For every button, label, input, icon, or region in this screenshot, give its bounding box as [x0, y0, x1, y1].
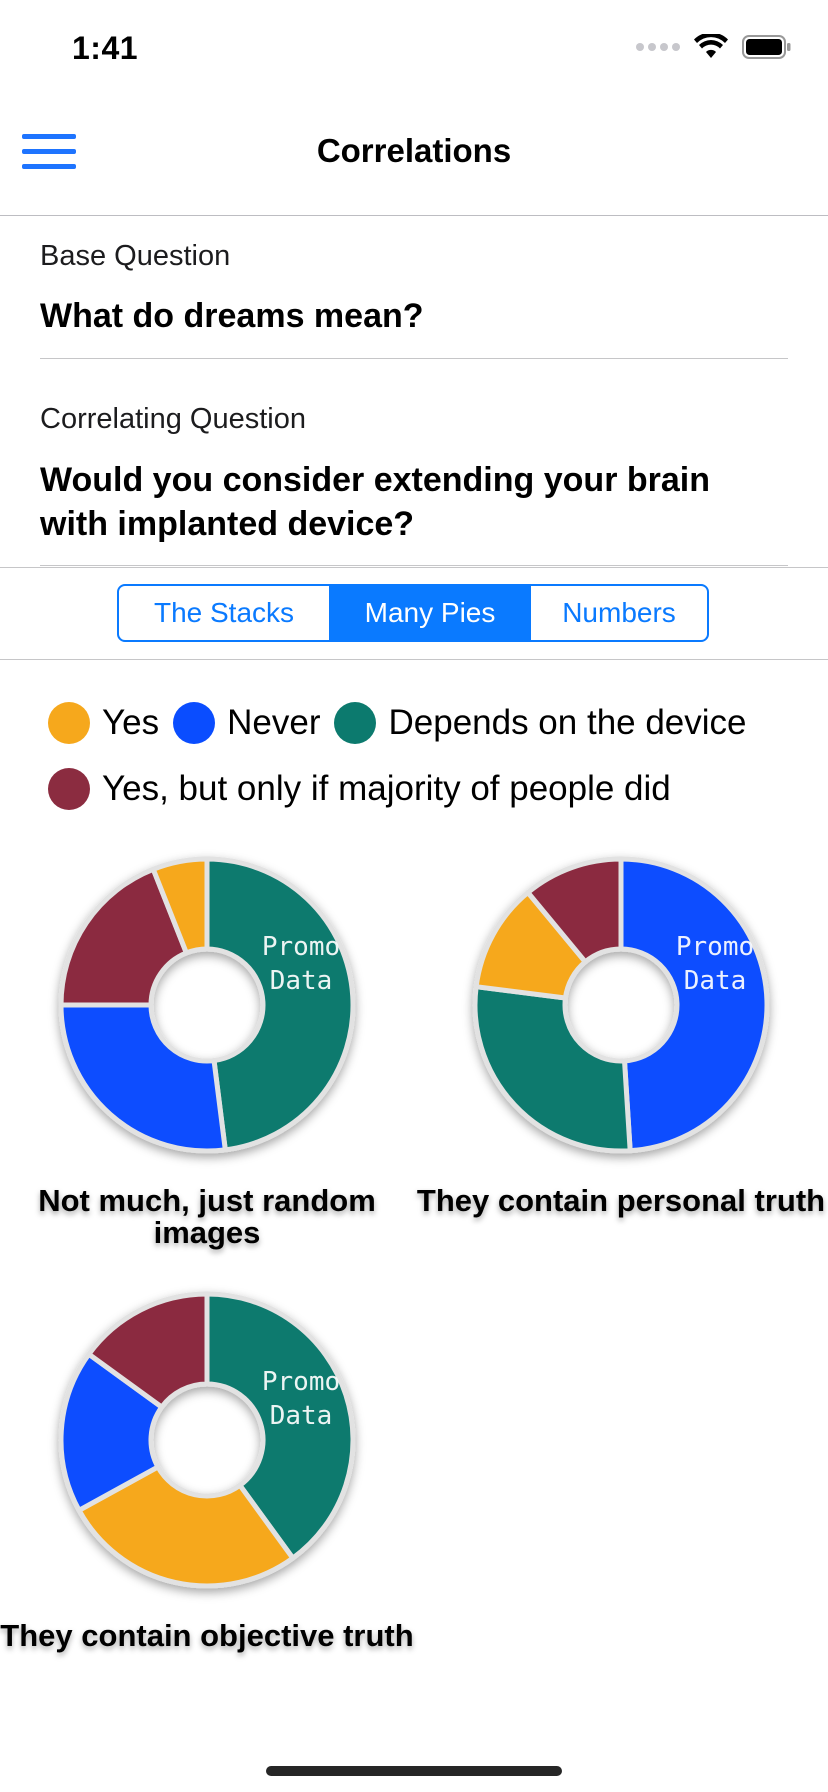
- pie-slice[interactable]: [618, 856, 770, 1154]
- base-question-text[interactable]: What do dreams mean?: [40, 297, 424, 335]
- cellular-signal-icon: [636, 43, 680, 51]
- divider: [0, 659, 828, 660]
- divider: [0, 567, 828, 568]
- status-time: 1:41: [72, 30, 139, 66]
- status-icons: [636, 34, 792, 60]
- pie-slice[interactable]: [58, 1002, 228, 1154]
- page-title: Correlations: [316, 132, 512, 169]
- legend-swatch: [48, 702, 90, 744]
- pie-slice[interactable]: [58, 1351, 165, 1513]
- legend-swatch: [334, 702, 377, 744]
- pie-slice[interactable]: [525, 856, 624, 965]
- chart-legend: Yes Never Depends on the device Yes, but…: [48, 690, 808, 822]
- pie-caption: They contain personal truth: [416, 1183, 826, 1218]
- pie-slice[interactable]: [204, 1291, 356, 1561]
- tab-the-stacks[interactable]: The Stacks: [119, 586, 331, 640]
- legend-item-depends: Depends on the device: [334, 702, 747, 744]
- divider: [40, 358, 788, 359]
- tab-numbers[interactable]: Numbers: [562, 597, 676, 628]
- pie-slice[interactable]: [86, 1291, 210, 1410]
- pie-slice[interactable]: [204, 856, 356, 1153]
- hamburger-menu-icon[interactable]: [22, 134, 76, 174]
- legend-label: Yes, but only if majority of people did: [102, 769, 671, 808]
- correlating-question-label: Correlating Question: [40, 403, 306, 435]
- status-bar: 1:41: [0, 0, 828, 100]
- watermark-text: Promo: [676, 932, 754, 962]
- pie-slice[interactable]: [472, 984, 633, 1154]
- base-question-label: Base Question: [40, 240, 231, 272]
- legend-label: Depends on the device: [388, 703, 747, 742]
- pie-slice[interactable]: [150, 856, 210, 956]
- pie-slice[interactable]: [76, 1464, 296, 1589]
- divider: [40, 565, 788, 566]
- pie-caption: They contain objective truth: [0, 1618, 414, 1653]
- legend-label: Never: [227, 703, 321, 742]
- watermark-text: Data: [270, 966, 333, 996]
- watermark-text: Promo: [262, 1367, 340, 1397]
- wifi-icon: [694, 34, 728, 58]
- pie-card-2[interactable]: Promo Data They contain personal truth: [414, 825, 828, 1217]
- pie-caption: Not much, just random images: [38, 1183, 376, 1250]
- pie-card-3[interactable]: Promo Data They contain objective truth: [0, 1260, 414, 1652]
- watermark-text: Data: [270, 1401, 333, 1431]
- home-indicator: [266, 1766, 562, 1776]
- watermark-text: Data: [684, 966, 747, 996]
- correlating-question-text[interactable]: Would you consider extending your brain …: [40, 461, 710, 543]
- pie-slice[interactable]: [58, 866, 189, 1008]
- tab-many-pies[interactable]: Many Pies: [331, 586, 531, 640]
- battery-icon: [742, 35, 791, 59]
- legend-item-never: Never: [173, 702, 320, 744]
- navigation-bar: Correlations: [0, 100, 828, 216]
- legend-item-majority: Yes, but only if majority of people did: [48, 768, 671, 810]
- watermark-text: Promo: [262, 932, 340, 962]
- legend-swatch: [173, 702, 216, 744]
- donut-chart[interactable]: Promo Data: [27, 1260, 387, 1620]
- donut-chart[interactable]: Promo Data: [441, 825, 801, 1185]
- pie-card-1[interactable]: Promo Data Not much, just random images: [0, 825, 414, 1249]
- view-mode-segmented-control[interactable]: The Stacks Many Pies Numbers: [117, 584, 709, 642]
- donut-chart[interactable]: Promo Data: [27, 825, 387, 1185]
- legend-swatch: [48, 768, 90, 810]
- legend-label: Yes: [102, 703, 160, 742]
- legend-item-yes: Yes: [48, 702, 159, 744]
